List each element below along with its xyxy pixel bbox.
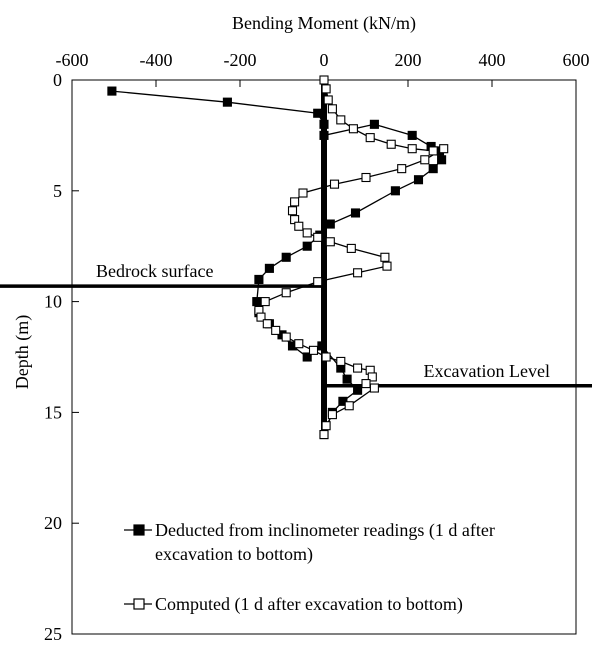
legend-marker-open — [133, 598, 145, 610]
data-point-filled — [254, 274, 264, 284]
data-point-open — [428, 146, 438, 156]
y-tick-label: 25 — [44, 624, 62, 644]
data-point-open — [348, 124, 358, 134]
reference-line-label: Bedrock surface — [96, 261, 213, 281]
reference-lines: Bedrock surface Excavation Level — [0, 80, 592, 439]
data-point-open — [319, 75, 329, 85]
data-point-open — [271, 325, 281, 335]
x-tick-label: -600 — [56, 50, 89, 70]
data-point-open — [407, 144, 417, 154]
data-point-open — [298, 188, 308, 198]
legend-item: Computed (1 d after excavation to bottom… — [124, 594, 463, 615]
data-point-open — [281, 332, 291, 342]
data-point-open — [382, 261, 392, 271]
x-tick-label: 600 — [563, 50, 590, 70]
data-point-filled — [350, 208, 361, 218]
data-point-filled — [317, 341, 327, 351]
data-point-filled — [319, 119, 329, 129]
data-point-open — [321, 84, 331, 94]
data-point-open — [281, 288, 291, 298]
data-point-open — [344, 401, 354, 411]
data-point-open — [361, 379, 371, 389]
data-point-open — [321, 352, 331, 362]
data-point-open — [397, 164, 407, 174]
x-tick-label: 200 — [395, 50, 422, 70]
data-point-filled — [353, 385, 363, 395]
legend: Deducted from inclinometer readings (1 d… — [124, 520, 495, 615]
data-point-filled — [302, 352, 312, 362]
data-point-open — [313, 277, 323, 287]
data-point-open — [302, 228, 312, 238]
data-point-filled — [390, 186, 400, 196]
data-point-open — [329, 179, 340, 189]
data-point-filled — [222, 97, 232, 107]
data-point-open — [361, 172, 371, 183]
data-point-open — [420, 155, 430, 165]
data-point-open — [294, 339, 304, 349]
y-axis-title: Depth (m) — [12, 315, 33, 389]
series-computed — [254, 75, 449, 440]
data-point-filled — [428, 164, 438, 174]
data-point-open — [287, 206, 298, 216]
reference-line-label: Excavation Level — [424, 361, 550, 381]
data-point-open — [290, 197, 300, 207]
data-point-filled — [281, 252, 291, 262]
x-tick-label: 400 — [479, 50, 506, 70]
data-point-open — [380, 252, 390, 262]
data-point-open — [336, 356, 346, 366]
data-point-open — [294, 221, 304, 231]
data-point-filled — [319, 130, 329, 140]
data-point-open — [346, 243, 356, 253]
data-point-open — [308, 345, 319, 355]
data-point-open — [336, 115, 346, 125]
data-point-filled — [437, 155, 447, 165]
data-point-open — [369, 383, 379, 393]
data-point-filled — [407, 130, 417, 140]
data-point-open — [353, 268, 363, 278]
data-point-open — [313, 232, 323, 242]
data-point-open — [262, 319, 272, 329]
data-point-open — [327, 410, 337, 420]
data-point-open — [321, 421, 331, 431]
data-point-open — [439, 144, 449, 154]
x-axis-title: Bending Moment (kN/m) — [232, 13, 416, 34]
data-point-open — [386, 139, 396, 149]
data-point-open — [319, 430, 329, 440]
data-point-filled — [325, 219, 335, 229]
data-point-open — [365, 133, 375, 143]
legend-marker-filled — [133, 524, 145, 536]
legend-item: Deducted from inclinometer readings (1 d… — [124, 520, 495, 565]
data-series — [107, 75, 449, 440]
data-point-filled — [313, 108, 323, 118]
data-point-filled — [302, 241, 312, 251]
data-point-open — [327, 104, 337, 114]
y-tick-label: 15 — [44, 402, 62, 422]
data-point-open — [256, 312, 266, 322]
data-point-filled — [413, 175, 424, 185]
data-point-filled — [342, 374, 352, 384]
data-point-filled — [369, 119, 379, 129]
x-axis-ticks: -600 -400 -200 0 200 400 600 — [56, 50, 590, 87]
x-tick-label: 0 — [320, 50, 329, 70]
legend-label: Computed (1 d after excavation to bottom… — [155, 594, 463, 615]
data-point-open — [325, 237, 335, 247]
y-tick-label: 10 — [44, 292, 62, 312]
data-point-filled — [107, 86, 117, 96]
y-axis-ticks: 0 5 10 15 20 25 — [44, 70, 79, 644]
data-point-open — [323, 95, 333, 105]
data-point-open — [353, 363, 363, 373]
legend-label: Deducted from inclinometer readings (1 d… — [155, 520, 495, 541]
x-tick-label: -200 — [224, 50, 257, 70]
legend-label: excavation to bottom) — [155, 544, 313, 565]
x-tick-label: -400 — [140, 50, 173, 70]
y-tick-label: 5 — [53, 181, 62, 201]
data-point-filled — [252, 297, 262, 307]
data-point-open — [367, 372, 377, 382]
data-point-filled — [264, 263, 274, 273]
y-tick-label: 0 — [53, 70, 62, 90]
data-point-open — [260, 297, 270, 307]
y-tick-label: 20 — [44, 513, 62, 533]
